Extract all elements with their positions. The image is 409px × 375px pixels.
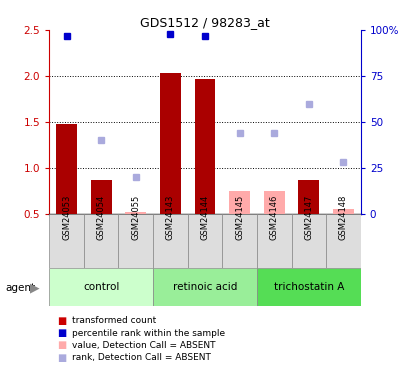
Bar: [256, 268, 360, 306]
Text: ■: ■: [57, 316, 67, 326]
Text: ■: ■: [57, 328, 67, 338]
Text: agent: agent: [5, 283, 35, 293]
Bar: [118, 214, 153, 268]
Bar: [291, 214, 326, 268]
Bar: [298, 180, 319, 214]
Bar: [49, 214, 83, 268]
Text: retinoic acid: retinoic acid: [172, 282, 237, 292]
Bar: [263, 191, 284, 214]
Bar: [160, 73, 180, 214]
Bar: [90, 180, 111, 214]
Bar: [256, 214, 291, 268]
Text: GSM24145: GSM24145: [234, 195, 243, 240]
Text: GSM24143: GSM24143: [166, 195, 175, 240]
Bar: [332, 209, 353, 214]
Text: GSM24148: GSM24148: [338, 195, 347, 240]
Text: ■: ■: [57, 353, 67, 363]
Text: trichostatin A: trichostatin A: [273, 282, 343, 292]
Bar: [326, 214, 360, 268]
Title: GDS1512 / 98283_at: GDS1512 / 98283_at: [140, 16, 269, 29]
Text: GSM24147: GSM24147: [303, 195, 312, 240]
Text: GSM24054: GSM24054: [97, 195, 106, 240]
Text: GSM24144: GSM24144: [200, 195, 209, 240]
Bar: [222, 214, 256, 268]
Text: control: control: [83, 282, 119, 292]
Bar: [194, 79, 215, 214]
Text: percentile rank within the sample: percentile rank within the sample: [72, 328, 224, 338]
Bar: [187, 214, 222, 268]
Text: transformed count: transformed count: [72, 316, 155, 325]
Text: ■: ■: [57, 340, 67, 350]
Bar: [153, 214, 187, 268]
Bar: [125, 212, 146, 214]
Text: value, Detection Call = ABSENT: value, Detection Call = ABSENT: [72, 341, 215, 350]
Text: GSM24055: GSM24055: [131, 195, 140, 240]
Text: GSM24146: GSM24146: [269, 195, 278, 240]
Bar: [56, 124, 77, 214]
Bar: [83, 214, 118, 268]
Text: GSM24053: GSM24053: [62, 195, 71, 240]
Bar: [153, 268, 256, 306]
Bar: [49, 268, 153, 306]
Text: ▶: ▶: [29, 282, 39, 294]
Text: rank, Detection Call = ABSENT: rank, Detection Call = ABSENT: [72, 353, 210, 362]
Bar: [229, 191, 249, 214]
